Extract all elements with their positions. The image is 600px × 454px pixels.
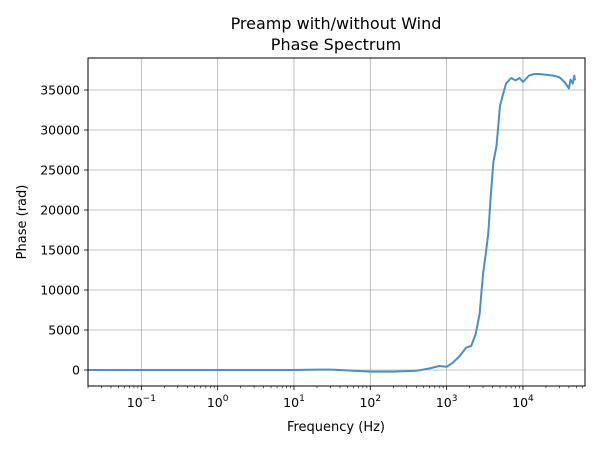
x-tick-label: 100: [207, 394, 229, 410]
data-layer: [88, 73, 576, 373]
y-tick-label: 25000: [40, 163, 80, 178]
chart-title-line-2: Phase Spectrum: [271, 35, 401, 54]
x-tick-label: 103: [436, 394, 458, 410]
y-axis-label: Phase (rad): [15, 185, 30, 260]
grid-layer: [88, 58, 585, 386]
plot-frame: [87, 57, 586, 387]
y-tick-label: 15000: [40, 243, 80, 258]
x-tick-label: 104: [512, 394, 534, 410]
y-tick-label: 10000: [40, 283, 80, 298]
y-tick-label: 0: [72, 363, 80, 378]
y-tick-label: 5000: [48, 323, 80, 338]
x-tick-label: 10−1: [127, 394, 156, 410]
tick-layer: 0 5000 10000 15000 20000 25000 30000 35000 10−1 1…: [40, 83, 583, 410]
chart-title-line-1: Preamp with/without Wind: [231, 14, 442, 33]
y-tick-label: 30000: [40, 123, 80, 138]
y-tick-label: 35000: [40, 83, 80, 98]
x-tick-label: 102: [359, 394, 381, 410]
phase-series-line: [88, 73, 576, 373]
y-tick-label: 20000: [40, 203, 80, 218]
x-axis-label: Frequency (Hz): [287, 420, 385, 435]
x-tick-label: 101: [283, 394, 305, 410]
